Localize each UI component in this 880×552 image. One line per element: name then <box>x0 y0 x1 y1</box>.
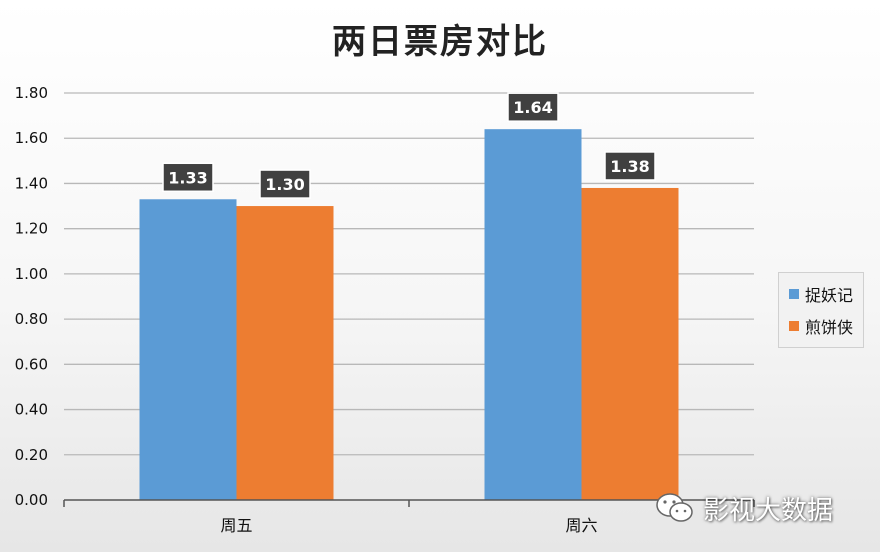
legend-label-series-1: 捉妖记 <box>805 286 854 305</box>
x-tick-label: 周六 <box>565 516 597 535</box>
legend-label-series-2: 煎饼侠 <box>805 318 854 337</box>
y-tick-label: 1.00 <box>15 265 48 283</box>
data-label: 1.64 <box>513 98 552 117</box>
bar-1-2 <box>484 129 582 500</box>
watermark: 影视大数据 <box>655 488 833 528</box>
legend-swatch-series-1 <box>789 289 799 299</box>
data-label: 1.38 <box>610 157 649 176</box>
bar-1-1 <box>139 199 237 500</box>
data-label-box <box>507 92 559 122</box>
legend: 捉妖记 煎饼侠 <box>778 272 864 348</box>
data-label: 1.33 <box>168 168 207 187</box>
y-tick-label: 0.20 <box>15 446 48 464</box>
legend-item-series-1: 捉妖记 <box>789 283 853 305</box>
data-label-box <box>604 151 656 181</box>
bar-2-2 <box>581 187 679 500</box>
y-tick-label: 0.00 <box>15 491 48 509</box>
chart-title: 两日票房对比 <box>332 22 548 62</box>
x-tick-label: 周五 <box>220 516 252 535</box>
data-label-box <box>259 169 311 199</box>
y-tick-label: 0.80 <box>15 310 48 328</box>
y-tick-label: 1.60 <box>15 129 48 147</box>
y-tick-label: 1.20 <box>15 220 48 238</box>
legend-item-series-2: 煎饼侠 <box>789 315 853 337</box>
watermark-text: 影视大数据 <box>703 495 834 526</box>
data-label: 1.30 <box>265 175 304 194</box>
y-tick-label: 0.40 <box>15 401 48 419</box>
y-tick-label: 0.60 <box>15 355 48 373</box>
legend-swatch-series-2 <box>789 321 799 331</box>
axes: 0.00 0.20 0.40 0.60 0.80 1.00 1.20 1.40 1.60 1.80… <box>15 84 755 535</box>
bar-2-1 <box>236 206 334 501</box>
data-labels: 1.33 1.30 1.64 1.38 <box>162 92 656 199</box>
bars <box>139 129 679 501</box>
y-tick-label: 1.80 <box>15 84 48 102</box>
data-label-box <box>162 162 214 193</box>
y-tick-label: 1.40 <box>15 174 48 192</box>
wechat-icon <box>656 493 693 522</box>
